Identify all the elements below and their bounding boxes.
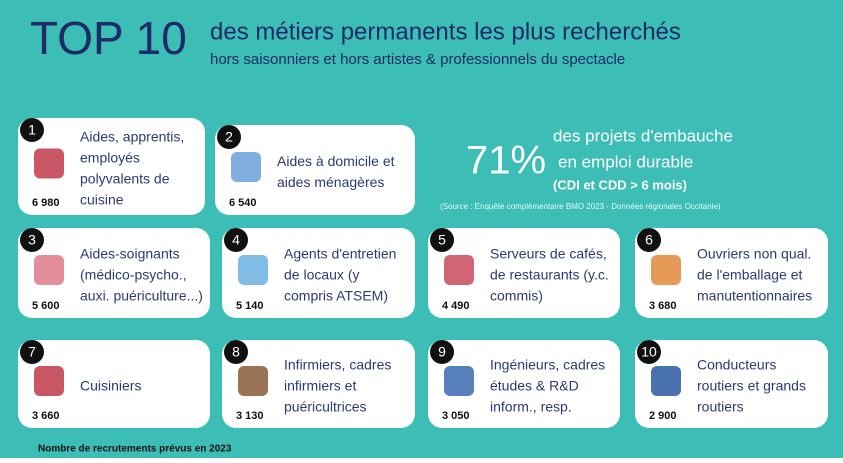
card-label: routiers — [697, 399, 744, 415]
rank-badge — [20, 340, 44, 364]
card-label: Infirmiers, cadres — [284, 357, 391, 373]
count: 6 540 — [229, 197, 257, 209]
card — [428, 228, 620, 318]
card-label: de locaux (y — [284, 267, 359, 283]
rank: 8 — [232, 344, 240, 360]
rank-badge — [217, 125, 241, 149]
icon — [34, 148, 64, 179]
rank-badge — [430, 340, 454, 364]
rank: 3 — [28, 232, 36, 248]
stat-line1: des projets d'embauche — [553, 126, 733, 145]
card — [18, 340, 210, 428]
card-label: Aides à domicile et — [277, 153, 395, 169]
stat-line2: en emploi durable — [558, 152, 693, 171]
card-label: polyvalents de — [80, 171, 170, 187]
card-label: de restaurants (y.c. — [490, 267, 609, 283]
card-label: cuisine — [80, 192, 124, 208]
count: 3 130 — [236, 410, 264, 422]
icon — [444, 255, 474, 285]
rank-badge — [224, 228, 248, 252]
count: 3 050 — [442, 410, 470, 422]
card — [18, 118, 205, 215]
subtitle: des métiers permanents les plus recherch… — [210, 18, 681, 45]
icon — [231, 152, 261, 182]
card — [635, 340, 828, 428]
card — [215, 125, 415, 215]
count: 5 140 — [236, 300, 264, 312]
card-label: compris ATSEM) — [284, 288, 388, 304]
rank-badge — [430, 228, 454, 252]
card — [222, 228, 415, 318]
card-label: Serveurs de cafés, — [490, 246, 607, 262]
footer: Nombre de recrutements prévus en 2023 — [38, 444, 232, 455]
title: TOP 10 — [30, 12, 187, 64]
card-label: Ouvriers non qual. — [697, 246, 811, 262]
rank-badge — [637, 340, 661, 364]
icon — [444, 366, 474, 396]
count: 6 980 — [32, 197, 60, 209]
count: 3 680 — [649, 300, 677, 312]
card-label: de l'emballage et — [697, 267, 803, 283]
card-label: infirmiers et — [284, 378, 356, 394]
rank-badge — [224, 340, 248, 364]
stat-value: 71% — [466, 139, 546, 183]
rank-badge — [637, 228, 661, 252]
rank: 10 — [641, 344, 657, 360]
icon — [238, 366, 268, 396]
icon — [34, 366, 64, 396]
card-label: aides ménagères — [277, 174, 384, 190]
card — [18, 228, 210, 318]
rank: 6 — [645, 232, 653, 248]
rank: 4 — [232, 232, 240, 248]
rank: 7 — [28, 344, 36, 360]
card-label: Cuisiniers — [80, 378, 141, 394]
icon — [651, 366, 681, 396]
card-label: commis) — [490, 288, 543, 304]
card-label: Ingénieurs, cadres — [490, 357, 605, 373]
card-label: manutentionnaires — [697, 288, 812, 304]
stat-line3: (CDI et CDD > 6 mois) — [553, 177, 687, 192]
count: 3 660 — [32, 410, 60, 422]
count: 2 900 — [649, 410, 677, 422]
card-label: routiers et grands — [697, 378, 806, 394]
card-label: Aides, apprentis, — [80, 129, 184, 145]
count: 4 490 — [442, 300, 470, 312]
stat-source: (Source : Enquête complémentaire BMO 202… — [440, 202, 721, 211]
icon — [34, 255, 64, 285]
card-label: (médico-psycho., — [80, 267, 187, 283]
card — [222, 340, 415, 428]
icon — [651, 255, 681, 285]
card — [428, 340, 620, 428]
card-label: employés — [80, 150, 140, 166]
rank: 2 — [225, 129, 233, 145]
card-label: études & R&D — [490, 378, 579, 394]
card-label: Agents d'entretien — [284, 246, 396, 262]
rank: 1 — [28, 122, 36, 138]
card-label: Conducteurs — [697, 357, 776, 373]
card — [635, 228, 828, 318]
rank: 5 — [438, 232, 446, 248]
icon — [238, 255, 268, 285]
subtitle2: hors saisonniers et hors artistes & prof… — [210, 51, 625, 68]
card-label: Aides-soignants — [80, 246, 180, 262]
rank-badge — [20, 228, 44, 252]
count: 5 600 — [32, 300, 60, 312]
rank-badge — [20, 118, 44, 142]
card-label: inform., resp. — [490, 399, 572, 415]
rank: 9 — [438, 344, 446, 360]
card-label: auxi. puériculture...) — [80, 288, 203, 304]
card-label: puéricultrices — [284, 399, 366, 415]
